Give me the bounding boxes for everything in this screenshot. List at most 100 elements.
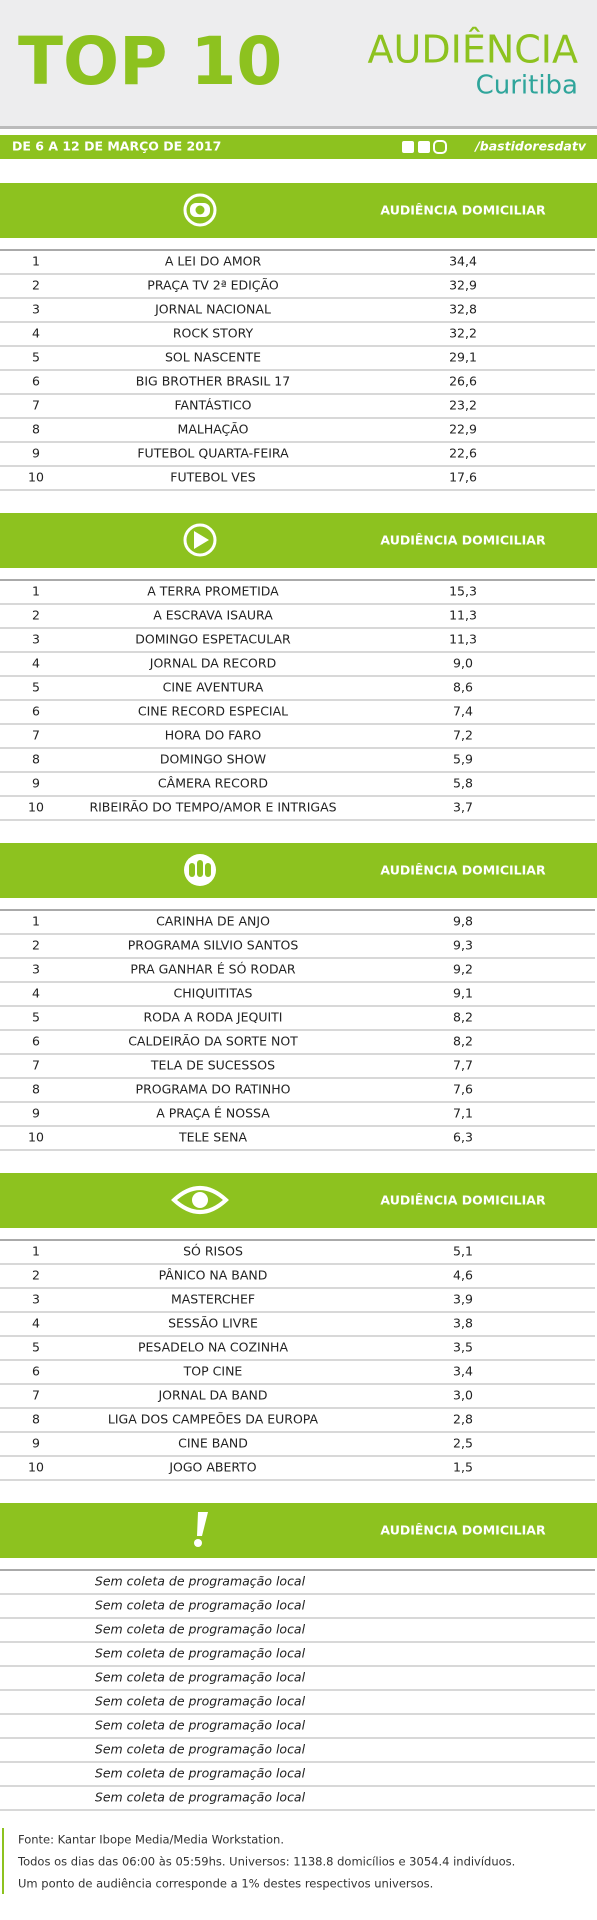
section-header-bar: [0, 1503, 597, 1558]
rating: 22,6: [449, 446, 477, 461]
program: RIBEIRÃO DO TEMPO/AMOR E INTRIGAS: [89, 800, 336, 815]
rank: 5: [32, 350, 40, 365]
column-header: AUDIÊNCIA DOMICILIAR: [380, 1523, 546, 1538]
program: PESADELO NA COZINHA: [138, 1340, 288, 1355]
section: AUDIÊNCIA DOMICILIAR 1 A LEI DO AMOR 34,4 2 P…: [0, 183, 597, 491]
column-header: AUDIÊNCIA DOMICILIAR: [380, 1193, 546, 1208]
rating: 4,6: [453, 1268, 473, 1283]
program: A ESCRAVA ISAURA: [153, 608, 273, 623]
rank: 6: [32, 1364, 40, 1379]
program: PROGRAMA DO RATINHO: [136, 1082, 291, 1097]
rating: 3,5: [453, 1340, 473, 1355]
twitter-icon[interactable]: [418, 141, 430, 153]
section: AUDIÊNCIA DOMICILIAR 1 CARINHA DE ANJO 9,8 2…: [0, 843, 597, 1151]
header-bg: [0, 0, 597, 128]
logo: [192, 1192, 208, 1208]
program: JOGO ABERTO: [168, 1460, 256, 1475]
column-header: AUDIÊNCIA DOMICILIAR: [380, 863, 546, 878]
rating: 7,6: [453, 1082, 473, 1097]
rank: 3: [32, 632, 40, 647]
note: Sem coleta de programação local: [95, 1694, 306, 1709]
rank: 3: [32, 1292, 40, 1307]
program: PROGRAMA SILVIO SANTOS: [128, 938, 299, 953]
note: Sem coleta de programação local: [95, 1742, 306, 1757]
rating: 32,8: [449, 302, 477, 317]
program: JORNAL DA RECORD: [149, 656, 276, 671]
rank: 9: [32, 776, 40, 791]
rating: 8,2: [453, 1010, 473, 1025]
program: DOMINGO ESPETACULAR: [135, 632, 291, 647]
column-header: AUDIÊNCIA DOMICILIAR: [380, 533, 546, 548]
program: CALDEIRÃO DA SORTE NOT: [128, 1034, 298, 1049]
program: MALHAÇÃO: [178, 422, 249, 437]
footer-line: Um ponto de audiência corresponde a 1% d…: [18, 1877, 433, 1891]
rank: 9: [32, 446, 40, 461]
note: Sem coleta de programação local: [95, 1670, 306, 1685]
rank: 8: [32, 422, 40, 437]
rating: 32,9: [449, 278, 477, 293]
rating: 7,2: [453, 728, 473, 743]
rating: 26,6: [449, 374, 477, 389]
rank: 3: [32, 302, 40, 317]
rating: 34,4: [449, 254, 477, 269]
program: TELA DE SUCESSOS: [150, 1058, 275, 1073]
section: AUDIÊNCIA DOMICILIAR Sem coleta de progra…: [0, 1503, 597, 1811]
rank: 8: [32, 1082, 40, 1097]
program: PRAÇA TV 2ª EDIÇÃO: [147, 278, 279, 293]
rank: 10: [28, 1460, 44, 1475]
city: Curitiba: [476, 71, 578, 101]
rank: 5: [32, 1010, 40, 1025]
program: TOP CINE: [183, 1364, 243, 1379]
logo: [171, 1186, 229, 1214]
note: Sem coleta de programação local: [95, 1790, 306, 1805]
logo: [194, 1539, 202, 1547]
rank: 1: [32, 1244, 40, 1259]
rank: 7: [32, 1058, 40, 1073]
rating: 7,1: [453, 1106, 473, 1121]
facebook-icon[interactable]: [402, 141, 414, 153]
rating: 9,2: [453, 962, 473, 977]
program: CARINHA DE ANJO: [156, 914, 270, 929]
section: AUDIÊNCIA DOMICILIAR 1 SÓ RISOS 5,1 2 PÂNICO …: [0, 1173, 597, 1481]
program: SÓ RISOS: [183, 1244, 243, 1259]
rating: 7,4: [453, 704, 473, 719]
rank: 10: [28, 1130, 44, 1145]
rating: 17,6: [449, 470, 477, 485]
program: A LEI DO AMOR: [165, 254, 262, 269]
rank: 5: [32, 1340, 40, 1355]
rank: 10: [28, 800, 44, 815]
logo: [189, 863, 195, 877]
rating: 32,2: [449, 326, 477, 341]
program: JORNAL NACIONAL: [154, 302, 271, 317]
social-handle[interactable]: /bastidoresdatv: [473, 139, 587, 154]
rating: 15,3: [449, 584, 477, 599]
rating: 9,0: [453, 656, 473, 671]
rating: 9,8: [453, 914, 473, 929]
instagram-icon[interactable]: [433, 140, 447, 154]
section-header-bar: [0, 1173, 597, 1228]
rating: 3,9: [453, 1292, 473, 1307]
program: SOL NASCENTE: [165, 350, 261, 365]
rating: 8,6: [453, 680, 473, 695]
rank: 2: [32, 278, 40, 293]
rank: 1: [32, 584, 40, 599]
rating: 3,0: [453, 1388, 473, 1403]
rating: 6,3: [453, 1130, 473, 1145]
program: CINE RECORD ESPECIAL: [138, 704, 288, 719]
column-header: AUDIÊNCIA DOMICILIAR: [380, 203, 546, 218]
note: Sem coleta de programação local: [95, 1622, 306, 1637]
footer: Fonte: Kantar Ibope Media/Media Workstat…: [17, 1833, 515, 1891]
program: CINE BAND: [178, 1436, 248, 1451]
logo: [183, 523, 217, 557]
program: ROCK STORY: [173, 326, 254, 341]
rank: 10: [28, 470, 44, 485]
logo: [205, 863, 211, 877]
program: CINE AVENTURA: [163, 680, 264, 695]
logo: [195, 205, 205, 215]
logo: [183, 193, 217, 227]
header-rule: [0, 126, 597, 129]
rating: 3,7: [453, 800, 473, 815]
program: TELE SENA: [178, 1130, 248, 1145]
section-header-bar: [0, 183, 597, 238]
